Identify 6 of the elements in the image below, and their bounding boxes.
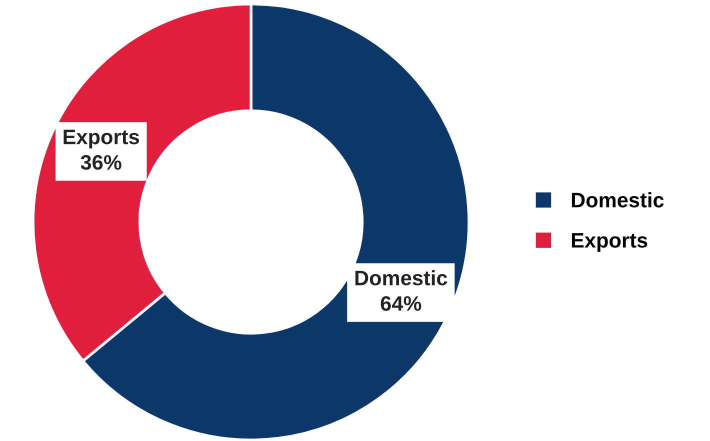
legend-label: Exports: [572, 233, 648, 252]
data-label: 36%: [80, 155, 122, 170]
legend-label: Domestic: [572, 192, 664, 208]
data-label: 64%: [380, 296, 422, 311]
slice-label: Exports: [64, 130, 140, 148]
slice-label: Domestic: [355, 270, 448, 286]
